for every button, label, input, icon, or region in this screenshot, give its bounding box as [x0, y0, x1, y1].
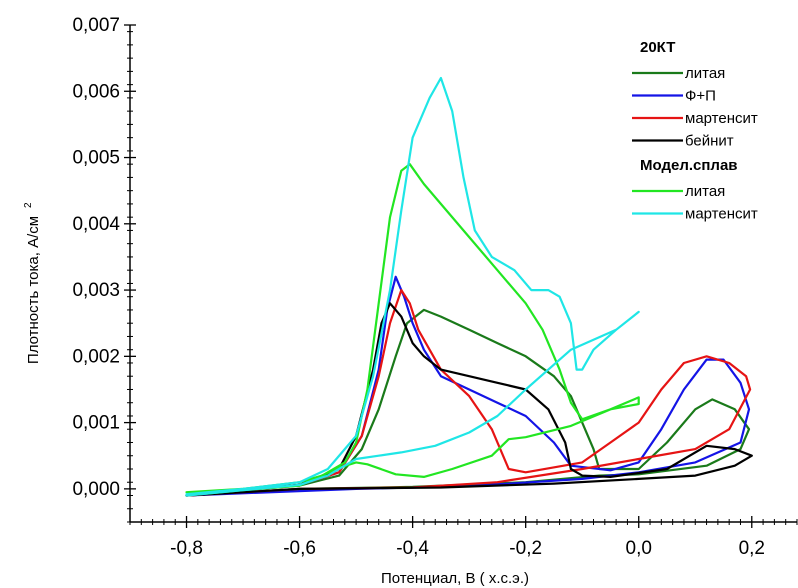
- legend-label: Ф+П: [685, 88, 716, 105]
- legend-label: литая: [685, 183, 725, 200]
- x-tick-label: -0,2: [509, 538, 542, 559]
- series-line-1: [185, 308, 751, 497]
- x-tick-label: 0,0: [626, 538, 652, 559]
- y-tick-label: 0,002: [72, 346, 120, 367]
- legend-label: мартенсит: [685, 110, 758, 127]
- axes: 0,000 0,001 0,002 0,003 0,004 0,005 0,006 0,007…: [72, 15, 798, 559]
- series-line-2: [185, 275, 751, 497]
- x-tick-label: 0,2: [739, 538, 765, 559]
- x-tick-label: -0,4: [396, 538, 429, 559]
- y-axis-title-group: Плотность тока, А/см 2: [23, 202, 42, 364]
- y-axis-title: Плотность тока, А/см: [25, 216, 42, 364]
- y-tick-label: 0,000: [72, 479, 120, 500]
- series-line-5: [185, 163, 640, 497]
- y-tick-label: 0,003: [72, 280, 120, 301]
- legend-group-title: 20КТ: [640, 39, 675, 56]
- y-tick-label: 0,007: [72, 15, 120, 36]
- series-layer: [185, 76, 753, 497]
- legend-label: литая: [685, 65, 725, 82]
- series-line-4: [185, 302, 753, 497]
- x-tick-label: -0,6: [283, 538, 316, 559]
- series-line-6: [185, 76, 640, 497]
- y-tick-label: 0,004: [72, 214, 120, 235]
- series-line-3: [185, 289, 752, 497]
- x-tick-label: -0,8: [170, 538, 203, 559]
- legend: 20КТ литая Ф+П мартенсит бейнит Модел.сплав ли…: [632, 39, 758, 223]
- legend-label: бейнит: [685, 133, 734, 150]
- y-tick-label: 0,006: [72, 81, 120, 102]
- y-axis-title-superscript: 2: [23, 202, 34, 208]
- y-tick-label: 0,005: [72, 148, 120, 169]
- y-tick-label: 0,001: [72, 413, 120, 434]
- legend-group-title: Модел.сплав: [640, 157, 738, 174]
- legend-label: мартенсит: [685, 206, 758, 223]
- x-axis-title: Потенциал, В ( х.с.э.): [381, 570, 529, 587]
